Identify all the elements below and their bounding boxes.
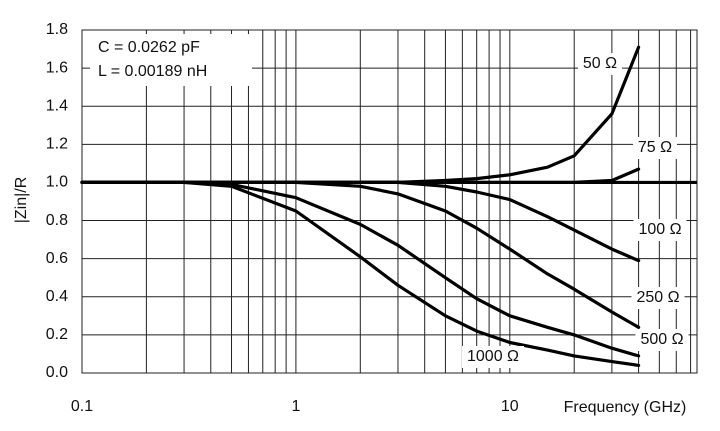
curve [80,180,641,329]
label-bg [578,53,622,75]
y-tick-label: 1.4 [46,97,68,114]
annotation-box [90,34,252,86]
label-bg [462,346,524,368]
series-label: 500 Ω [640,331,683,348]
curve [80,180,641,367]
label-bg [633,137,677,159]
x-tick-label: 1 [291,398,300,415]
series-label: 250 Ω [636,289,679,306]
x-tick-label: 10 [501,398,519,415]
annotation: L = 0.00189 nH [98,63,207,80]
y-tick-label: 0.2 [46,326,68,343]
series-label: 50 Ω [583,55,617,72]
y-tick-label: 1.0 [46,174,68,191]
y-tick-label: 0.8 [46,212,68,229]
curve [80,180,641,358]
x-axis-label: Frequency (GHz) [564,399,687,416]
series-label: 1000 Ω [467,348,519,365]
label-bg [631,287,685,309]
y-tick-label: 0.0 [46,364,68,381]
y-tick-label: 0.4 [46,288,68,305]
label-bg [633,219,687,241]
y-tick-label: 1.8 [46,21,68,38]
series-label: 75 Ω [638,139,672,156]
x-tick-label: 0.1 [71,398,93,415]
annotation: C = 0.0262 pF [98,39,200,56]
y-tick-label: 0.6 [46,250,68,267]
y-tick-label: 1.2 [46,136,68,153]
label-bg [635,329,689,351]
y-axis-label: |Zin|/R [13,177,30,224]
y-tick-label: 1.6 [46,59,68,76]
series-label: 100 Ω [638,221,681,238]
